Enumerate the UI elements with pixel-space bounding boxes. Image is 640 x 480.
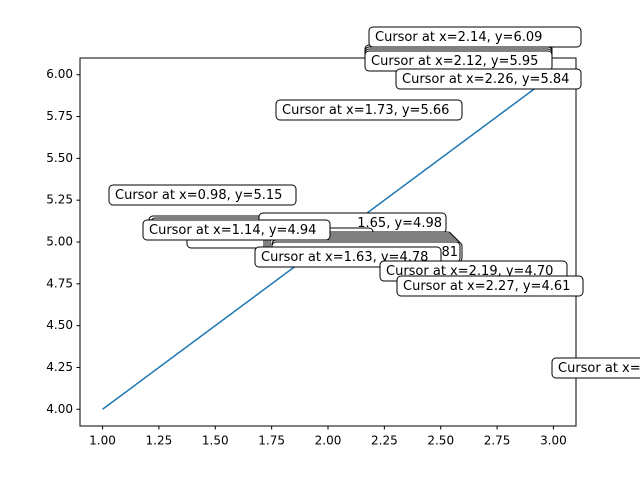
x-tick-label: 2.00 — [315, 434, 342, 448]
annotation: Cursor at x= — [558, 361, 640, 376]
y-tick-label: 4.50 — [46, 318, 73, 332]
annotation: 81 — [441, 245, 458, 260]
annotation-box — [551, 357, 640, 379]
y-tick-label: 5.00 — [46, 235, 73, 249]
y-tick-label: 4.75 — [46, 276, 73, 290]
y-tick-label: 6.00 — [46, 67, 73, 81]
annotation: Cursor at x=2.26, y=5.84 — [402, 72, 569, 87]
annotation-box — [108, 184, 297, 206]
annotation-box — [396, 275, 584, 297]
annotation-box — [275, 99, 463, 121]
y-tick-label: 4.25 — [46, 360, 73, 374]
x-tick-label: 1.50 — [202, 434, 229, 448]
annotation: Cursor at x=0.98, y=5.15 — [115, 188, 282, 203]
x-tick-label: 2.75 — [484, 434, 511, 448]
annotation: 1.65, y=4.98 — [357, 216, 442, 231]
y-tick-label: 5.75 — [46, 109, 73, 123]
annotation: Cursor at x=2.14, y=6.09 — [375, 30, 542, 45]
annotation: Cursor at x=1.73, y=5.66 — [282, 103, 449, 118]
annotation-box — [142, 219, 331, 241]
y-tick-label: 5.25 — [46, 193, 73, 207]
annotation: Cursor at x=1.14, y=4.94 — [149, 223, 316, 238]
annotations: Cursor at x=2.14, y=6.09 Cursor at x=2.12… — [108, 26, 640, 379]
annotation: Cursor at x=2.19, y=4.70 — [386, 264, 553, 279]
annotation-box — [395, 68, 582, 90]
x-tick-label: 2.50 — [427, 434, 454, 448]
x-tick-label: 3.00 — [540, 434, 567, 448]
y-tick-label: 4.00 — [46, 402, 73, 416]
x-tick-label: 1.75 — [258, 434, 285, 448]
x-tick-label: 1.00 — [89, 434, 116, 448]
y-tick-label: 5.50 — [46, 151, 73, 165]
annotation: Cursor at x=2.12, y=5.95 — [371, 54, 538, 69]
annotation: Cursor at x=2.27, y=4.61 — [403, 279, 570, 294]
x-tick-label: 2.25 — [371, 434, 398, 448]
x-tick-label: 1.25 — [146, 434, 173, 448]
annotation-box — [368, 26, 582, 48]
